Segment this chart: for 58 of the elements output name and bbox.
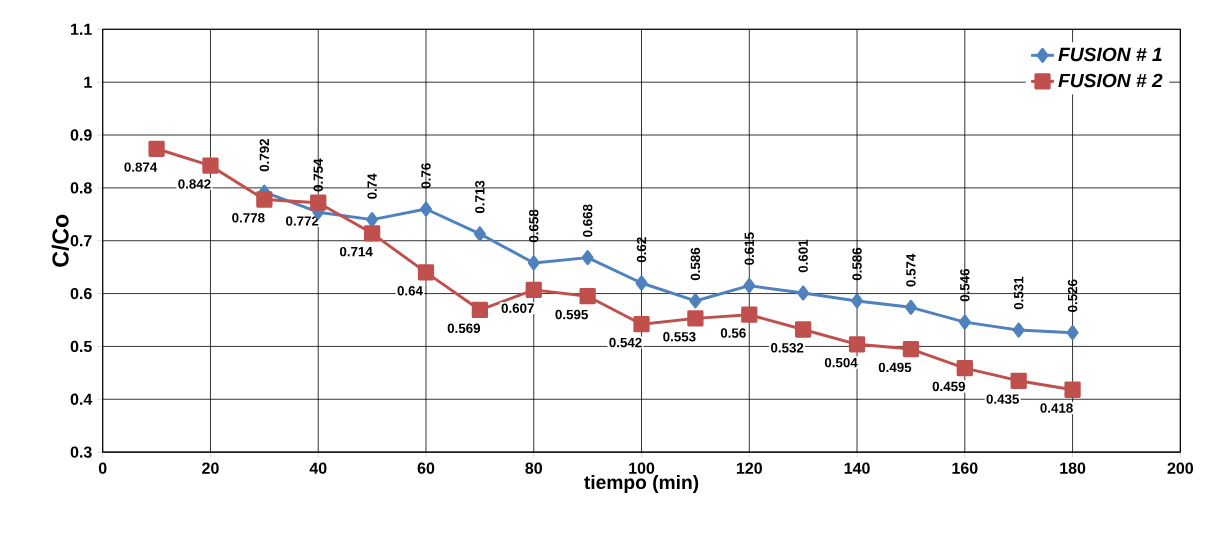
data-label: 0.526: [1067, 279, 1078, 312]
data-label: 0.531: [1013, 276, 1024, 310]
data-label: 0.586: [852, 247, 862, 280]
data-label: 0.74: [367, 173, 377, 199]
y-tick-label: 0.4: [70, 393, 93, 405]
data-label: 0.574: [906, 253, 916, 287]
data-label: 0.842: [178, 179, 211, 189]
y-axis-title: C/Co: [51, 214, 69, 267]
y-tick-label: 0.7: [70, 234, 92, 247]
data-label: 0.595: [555, 309, 588, 320]
y-tick-label: 0.3: [70, 446, 92, 458]
data-label: 0.495: [878, 362, 912, 372]
data-label: 0.754: [313, 158, 323, 192]
x-axis-title: tiempo (min): [584, 474, 699, 493]
data-label: 0.607: [501, 303, 534, 313]
data-label: 0.504: [824, 357, 858, 368]
legend-label: FUSION # 2: [1058, 73, 1163, 88]
data-label: 0.553: [663, 331, 696, 342]
data-label: 0.658: [529, 209, 539, 242]
data-label: 0.874: [124, 162, 158, 172]
data-label: 0.418: [1040, 403, 1073, 413]
data-label: 0.772: [286, 216, 319, 226]
data-label: 0.569: [447, 323, 481, 333]
data-label: 0.532: [770, 342, 804, 353]
x-tick-label: 0: [98, 462, 107, 474]
data-label: 0.76: [421, 163, 431, 188]
y-tick-label: 0.9: [70, 129, 92, 141]
data-label: 0.668: [582, 204, 593, 237]
data-label: 0.459: [932, 381, 965, 391]
data-label: 0.714: [339, 246, 373, 257]
y-tick-label: 0.5: [70, 340, 92, 352]
y-tick-label: 0.6: [70, 287, 92, 299]
data-label: 0.542: [609, 337, 642, 348]
data-label: 0.546: [960, 268, 970, 302]
y-tick-label: 1: [84, 76, 92, 88]
x-tick-label: 80: [525, 462, 542, 474]
x-tick-label: 160: [952, 462, 978, 474]
data-label: 0.792: [259, 138, 270, 172]
x-tick-label: 120: [736, 462, 762, 474]
x-tick-label: 40: [309, 462, 327, 474]
x-tick-label: 100: [629, 462, 655, 474]
data-label: 0.601: [798, 239, 808, 273]
data-label: 0.615: [744, 232, 754, 265]
legend-label: FUSION # 1: [1058, 47, 1162, 61]
x-tick-label: 20: [202, 462, 219, 474]
x-tick-label: 140: [844, 462, 870, 474]
data-label: 0.713: [475, 180, 485, 213]
y-tick-label: 0.8: [70, 181, 92, 194]
data-label: 0.778: [232, 212, 265, 223]
data-label: 0.56: [720, 328, 746, 338]
data-label: 0.586: [690, 247, 701, 280]
data-label: 0.64: [397, 285, 423, 296]
x-tick-label: 180: [1060, 462, 1086, 474]
data-label: 0.435: [986, 394, 1019, 404]
x-tick-label: 200: [1167, 462, 1194, 474]
data-label: 0.62: [636, 237, 647, 262]
x-tick-label: 60: [417, 462, 435, 474]
y-tick-label: 1.1: [71, 23, 92, 35]
